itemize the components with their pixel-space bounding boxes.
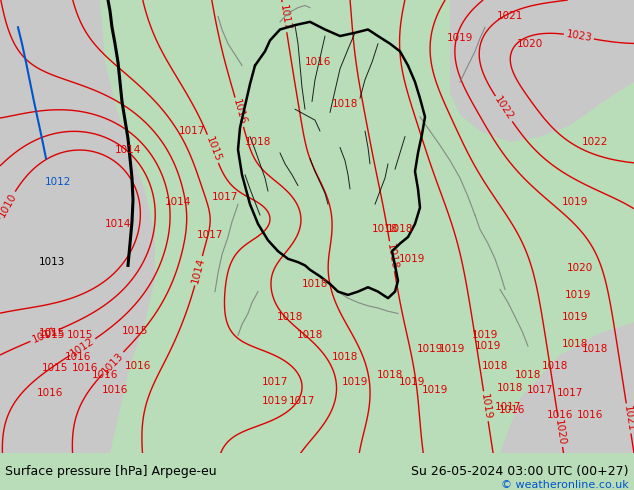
Text: 1020: 1020 [567, 263, 593, 272]
Text: 1016: 1016 [125, 361, 151, 371]
Polygon shape [500, 322, 634, 453]
Text: 1018: 1018 [372, 224, 398, 234]
Text: 1017: 1017 [197, 230, 223, 240]
Text: 1016: 1016 [37, 388, 63, 398]
Text: 1017: 1017 [289, 396, 315, 406]
Text: 1019: 1019 [472, 330, 498, 340]
Text: 1017: 1017 [278, 3, 292, 31]
Text: 1022: 1022 [582, 137, 608, 147]
Text: 1019: 1019 [417, 344, 443, 354]
Text: 1018: 1018 [277, 312, 303, 322]
Text: 1014: 1014 [165, 197, 191, 207]
Text: 1019: 1019 [439, 344, 465, 354]
Text: 1017: 1017 [212, 192, 238, 201]
Text: © weatheronline.co.uk: © weatheronline.co.uk [501, 480, 629, 490]
Text: 1015: 1015 [42, 363, 68, 373]
Text: 1013: 1013 [100, 350, 126, 376]
Text: 1022: 1022 [492, 95, 515, 122]
Text: 1019: 1019 [562, 197, 588, 207]
Text: 1016: 1016 [305, 57, 331, 67]
Text: 1020: 1020 [517, 39, 543, 49]
Polygon shape [450, 0, 634, 142]
Text: 1017: 1017 [179, 126, 205, 136]
Text: 1019: 1019 [565, 290, 591, 300]
Text: 1016: 1016 [65, 352, 91, 362]
Text: 1015: 1015 [67, 330, 93, 340]
Text: 1016: 1016 [577, 410, 603, 420]
Text: 1017: 1017 [527, 385, 553, 395]
Text: 1017: 1017 [262, 377, 288, 387]
Text: 1015: 1015 [204, 135, 223, 163]
Text: 1018: 1018 [332, 352, 358, 362]
Text: 1021: 1021 [497, 11, 523, 22]
Text: 1019: 1019 [399, 377, 425, 387]
Text: 1010: 1010 [0, 191, 18, 219]
Text: 1019: 1019 [399, 254, 425, 264]
Text: 1012: 1012 [45, 177, 71, 187]
Text: 1020: 1020 [553, 418, 567, 446]
Text: 1015: 1015 [39, 330, 65, 340]
Polygon shape [0, 0, 155, 453]
Text: Surface pressure [hPa] Arpege-eu: Surface pressure [hPa] Arpege-eu [5, 465, 217, 478]
Text: 1018: 1018 [332, 99, 358, 109]
Text: 1014: 1014 [115, 145, 141, 155]
Text: 1016: 1016 [547, 410, 573, 420]
Text: 1018: 1018 [562, 339, 588, 349]
Text: 1018: 1018 [515, 369, 541, 380]
Text: 1014: 1014 [190, 257, 207, 285]
Text: 1019: 1019 [475, 341, 501, 351]
Text: 1017: 1017 [557, 388, 583, 398]
Text: 1015: 1015 [39, 328, 65, 338]
Text: 1016: 1016 [92, 369, 118, 380]
Text: 1018: 1018 [297, 330, 323, 340]
Text: 1016: 1016 [102, 385, 128, 395]
Text: 1016: 1016 [72, 363, 98, 373]
Text: 1019: 1019 [562, 312, 588, 322]
Text: 1018: 1018 [387, 224, 413, 234]
Text: 1023: 1023 [565, 29, 593, 44]
Text: 1015: 1015 [122, 326, 148, 336]
Text: 1019: 1019 [262, 396, 288, 406]
Text: 1018: 1018 [385, 243, 399, 270]
Text: 1019: 1019 [422, 385, 448, 395]
Text: 1018: 1018 [582, 344, 608, 354]
Text: 1018: 1018 [377, 369, 403, 380]
Text: 1021: 1021 [621, 405, 634, 432]
Text: 1016: 1016 [499, 405, 525, 415]
Text: 1019: 1019 [342, 377, 368, 387]
Text: Su 26-05-2024 03:00 UTC (00+27): Su 26-05-2024 03:00 UTC (00+27) [411, 465, 629, 478]
Text: 1018: 1018 [482, 361, 508, 371]
Text: 1016: 1016 [231, 98, 248, 126]
Text: 1014: 1014 [105, 219, 131, 229]
Text: 1011: 1011 [30, 326, 58, 345]
Text: 1018: 1018 [302, 279, 328, 289]
Text: 1018: 1018 [542, 361, 568, 371]
Text: 1013: 1013 [39, 257, 65, 267]
Text: 1012: 1012 [69, 336, 96, 359]
Text: 1018: 1018 [245, 137, 271, 147]
Text: 1018: 1018 [497, 383, 523, 392]
Text: 1019: 1019 [447, 33, 473, 43]
Text: 1017: 1017 [495, 402, 521, 413]
Text: 1019: 1019 [479, 392, 493, 420]
